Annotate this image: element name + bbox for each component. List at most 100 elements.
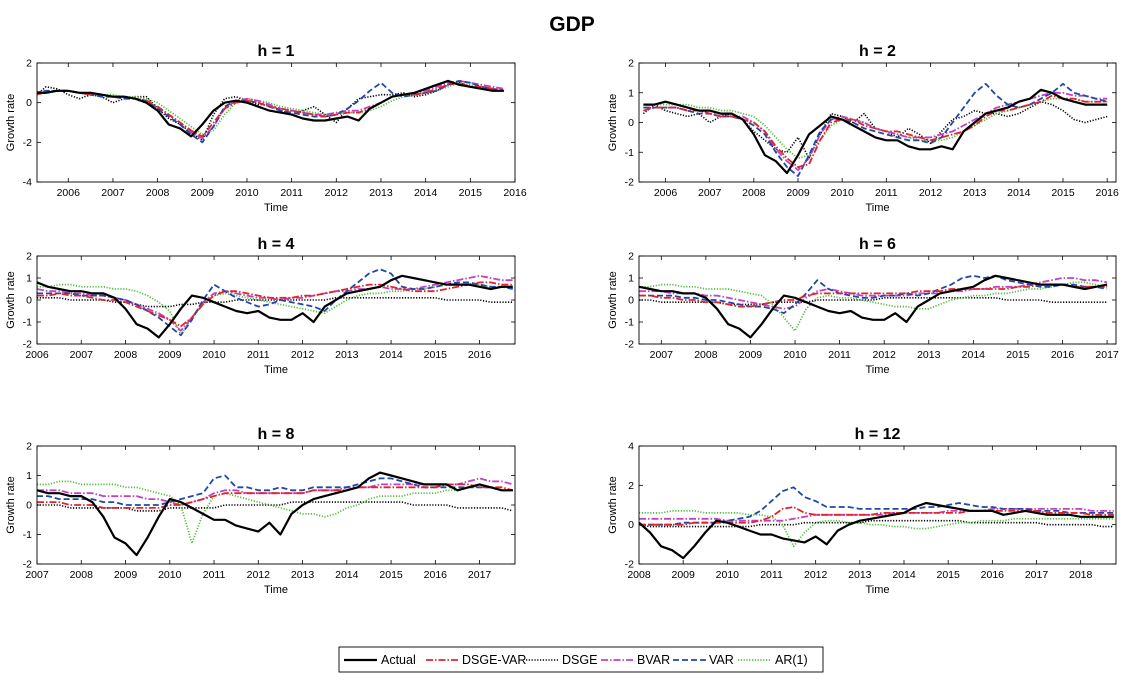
plot-frame — [638, 255, 1117, 345]
x-tick-label: 2009 — [786, 187, 810, 199]
x-tick-label: 2015 — [424, 349, 448, 361]
y-axis-label: Growth rate — [5, 271, 17, 328]
x-tick-label: 2016 — [468, 349, 492, 361]
x-axis-label: Time — [264, 202, 288, 214]
x-axis-label: Time — [865, 202, 889, 214]
x-tick-label: 2012 — [919, 187, 943, 199]
x-axis-label: Time — [865, 364, 889, 376]
x-tick-label: 2014 — [379, 349, 403, 361]
series-line-dsge-var — [643, 94, 1108, 169]
x-tick-label: 2012 — [247, 569, 271, 581]
x-tick-label: 2009 — [739, 349, 763, 361]
series-line-ar-1 — [37, 480, 513, 545]
series-line-dsge-var — [639, 506, 1114, 526]
y-tick-label: -2 — [23, 559, 32, 571]
series-line-bvar — [639, 507, 1114, 522]
y-axis-label: Growth rate — [607, 94, 619, 151]
legend-label-var: VAR — [709, 653, 734, 667]
y-tick-label: -1 — [625, 147, 634, 159]
y-tick-label: 0 — [628, 295, 634, 307]
x-axis-label: Time — [264, 364, 288, 376]
x-axis-label: Time — [264, 584, 288, 596]
y-tick-label: 4 — [628, 441, 634, 453]
x-tick-label: 2010 — [158, 569, 182, 581]
x-tick-label: 2018 — [1069, 569, 1093, 581]
series-line-var — [37, 268, 513, 337]
y-tick-label: -1 — [23, 317, 32, 329]
panel-title: h = 4 — [258, 236, 295, 253]
series-group — [639, 486, 1114, 560]
panel-h-1: h = 1 2006 2007 2008 2009 2010 2011 2012 2013 201… — [5, 43, 527, 214]
y-tick-label: 2 — [26, 441, 32, 453]
legend-label-bvar: BVAR — [637, 653, 670, 667]
series-line-actual — [643, 88, 1108, 175]
series-line-actual — [37, 274, 513, 339]
x-tick-label: 2006 — [654, 187, 678, 199]
legend-label-dsge: DSGE — [562, 653, 597, 667]
plot-frame — [36, 255, 516, 345]
y-tick-label: 0 — [628, 519, 634, 531]
x-tick-label: 2007 — [101, 187, 125, 199]
x-tick-label: 2007 — [25, 569, 49, 581]
x-tick-label: 2010 — [716, 569, 740, 581]
series-group — [37, 471, 514, 557]
x-tick-label: 2012 — [291, 349, 315, 361]
y-tick-label: 2 — [26, 58, 32, 70]
x-tick-label: 2008 — [742, 187, 766, 199]
x-tick-label: 2008 — [114, 349, 138, 361]
plot-frame — [638, 62, 1117, 183]
legend-label-dsge-var: DSGE-VAR — [462, 653, 526, 667]
series-group — [37, 268, 513, 339]
x-tick-label: 2012 — [804, 569, 828, 581]
y-tick-label: 2 — [26, 251, 32, 263]
series-line-var — [639, 274, 1108, 315]
x-tick-label: 2007 — [70, 349, 94, 361]
series-line-bvar — [643, 91, 1108, 172]
x-tick-label: 2011 — [875, 187, 898, 199]
series-line-bvar — [639, 277, 1108, 310]
plot-frame — [36, 62, 516, 183]
x-tick-label: 2011 — [280, 187, 303, 199]
figure-title: GDP — [549, 13, 595, 36]
y-tick-label: 0 — [26, 295, 32, 307]
x-tick-label: 2015 — [379, 569, 403, 581]
x-tick-label: 2007 — [650, 349, 674, 361]
y-tick-label: 2 — [628, 251, 634, 263]
x-tick-label: 2008 — [70, 569, 94, 581]
y-axis-label: Growth rate — [607, 476, 619, 533]
x-tick-label: 2006 — [25, 349, 49, 361]
series-line-var — [37, 474, 513, 506]
x-tick-label: 2010 — [235, 187, 259, 199]
x-tick-label: 2014 — [962, 349, 986, 361]
x-tick-label: 2009 — [191, 187, 215, 199]
x-axis-label: Time — [865, 584, 889, 596]
y-tick-label: 2 — [628, 58, 634, 70]
y-axis-label: Growth rate — [607, 271, 619, 328]
x-tick-label: 2013 — [917, 349, 941, 361]
series-group — [37, 79, 504, 144]
series-line-dsge — [642, 100, 1108, 159]
series-line-actual — [639, 274, 1108, 339]
x-tick-label: 2011 — [760, 569, 783, 581]
panel-title: h = 12 — [855, 426, 901, 443]
y-tick-label: -2 — [23, 137, 32, 149]
series-line-dsge-var — [639, 283, 1108, 308]
y-tick-label: 0 — [26, 500, 32, 512]
x-tick-label: 2009 — [114, 569, 138, 581]
series-line-var — [639, 486, 1114, 526]
panel-title: h = 2 — [859, 43, 896, 60]
y-tick-label: -2 — [625, 177, 634, 189]
x-tick-label: 2015 — [459, 187, 483, 199]
x-tick-label: 2013 — [848, 569, 872, 581]
legend-label-actual: Actual — [381, 653, 416, 667]
y-tick-label: -4 — [23, 177, 32, 189]
y-tick-label: -2 — [625, 559, 634, 571]
panel-title: h = 6 — [859, 236, 896, 253]
legend-label-ar-1: AR(1) — [775, 653, 808, 667]
x-tick-label: 2011 — [203, 569, 226, 581]
